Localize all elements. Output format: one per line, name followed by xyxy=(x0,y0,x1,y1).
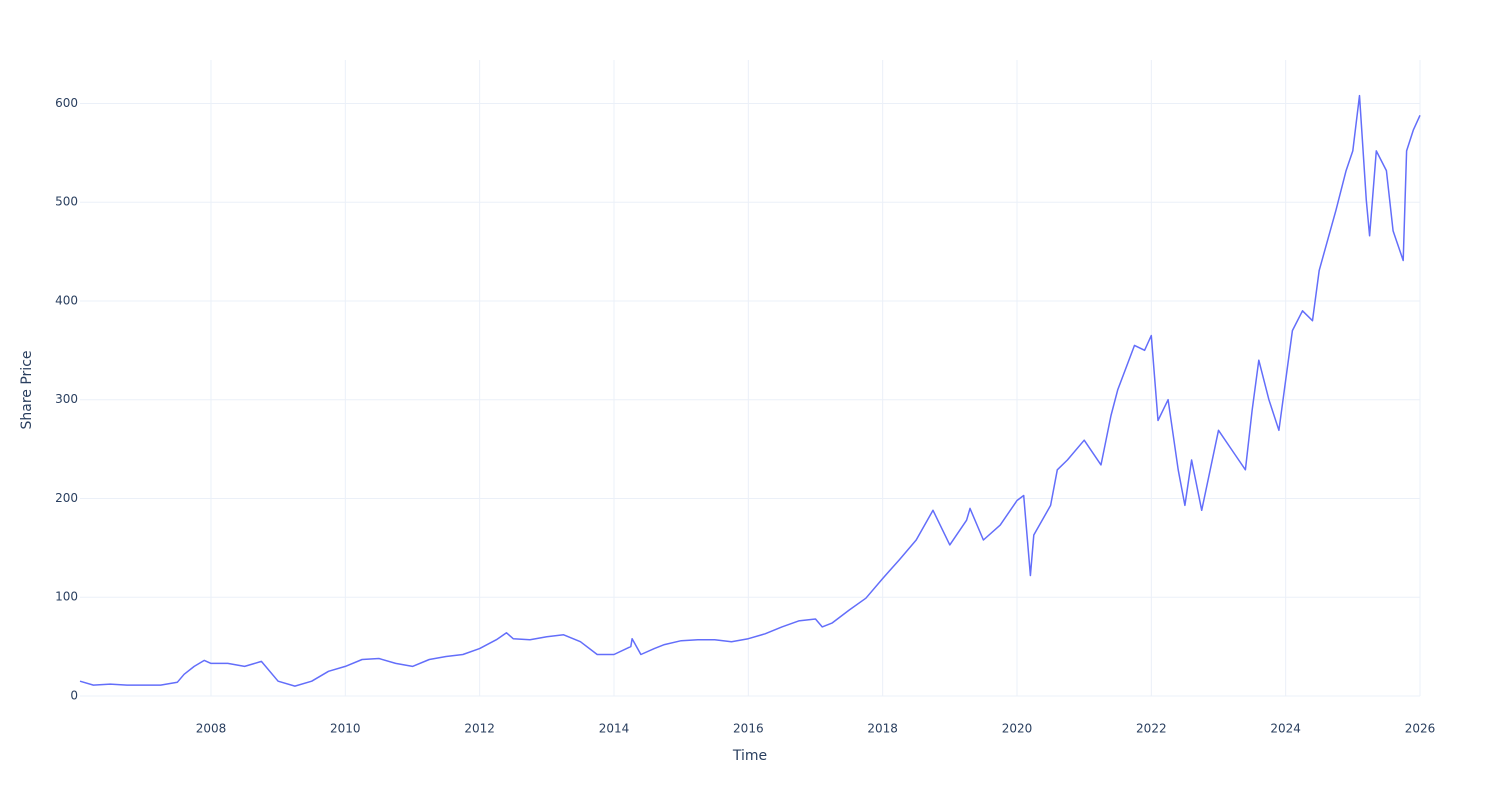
x-tick-label: 2022 xyxy=(1136,722,1167,736)
y-tick-label: 400 xyxy=(55,293,78,307)
y-tick-label: 200 xyxy=(55,491,78,505)
y-tick-label: 300 xyxy=(55,392,78,406)
y-tick-label: 600 xyxy=(55,96,78,110)
x-tick-label: 2008 xyxy=(196,722,227,736)
x-axis-title: Time xyxy=(732,748,767,764)
y-tick-label: 100 xyxy=(55,590,78,604)
x-tick-label: 2020 xyxy=(1002,722,1033,736)
x-tick-label: 2018 xyxy=(867,722,898,736)
price-line xyxy=(79,94,1421,687)
x-tick-label: 2014 xyxy=(599,722,630,736)
y-tick-label: 500 xyxy=(55,195,78,209)
x-tick-label: 2012 xyxy=(464,722,495,736)
x-tick-label: 2016 xyxy=(733,722,764,736)
y-tick-label: 0 xyxy=(70,689,78,703)
x-tick-label: 2024 xyxy=(1270,722,1301,736)
x-tick-label: 2010 xyxy=(330,722,361,736)
x-tick-label: 2026 xyxy=(1405,722,1436,736)
y-axis-title: Share Price xyxy=(19,350,35,429)
